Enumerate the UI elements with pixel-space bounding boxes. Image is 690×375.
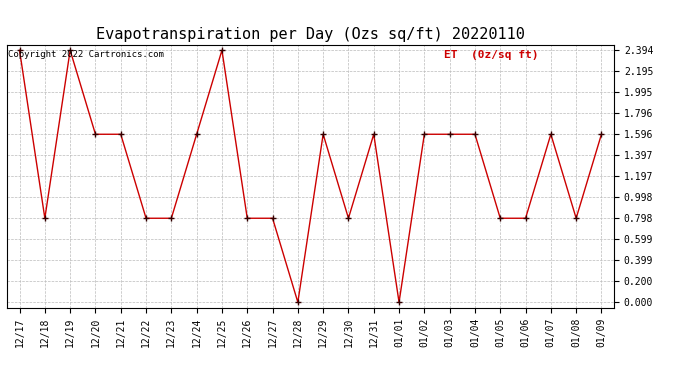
Text: Copyright 2022 Cartronics.com: Copyright 2022 Cartronics.com: [8, 50, 164, 59]
Text: ET  (0z/sq ft): ET (0z/sq ft): [444, 50, 539, 60]
Title: Evapotranspiration per Day (Ozs sq/ft) 20220110: Evapotranspiration per Day (Ozs sq/ft) 2…: [96, 27, 525, 42]
